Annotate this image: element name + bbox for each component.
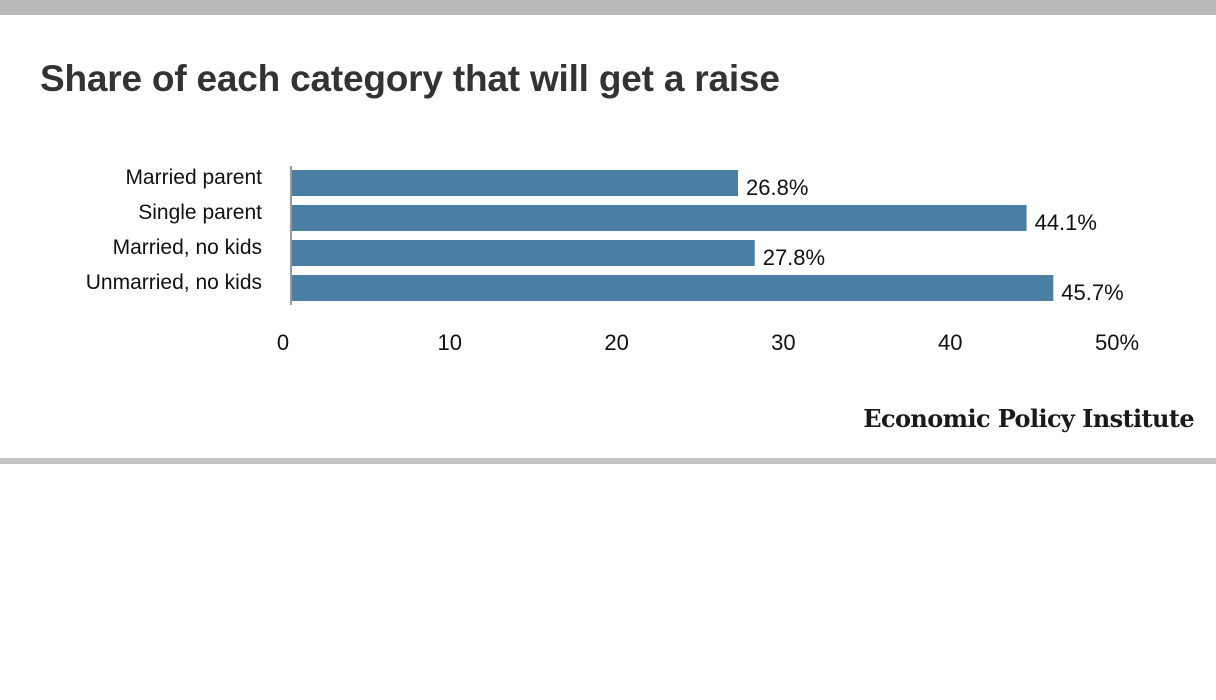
value-label-3: 45.7% bbox=[1061, 280, 1123, 305]
x-tick-label-3: 30 bbox=[771, 330, 795, 355]
category-labels: Married parent Single parent Married, no k… bbox=[86, 166, 262, 294]
bar-0 bbox=[291, 170, 739, 196]
value-labels: 26.8% 44.1% 27.8% 45.7% bbox=[746, 175, 1124, 305]
bars bbox=[291, 170, 1054, 301]
bar-chart: Married parent Single parent Married, no k… bbox=[86, 166, 1139, 355]
top-rule bbox=[0, 0, 1216, 15]
value-label-1: 44.1% bbox=[1035, 210, 1097, 235]
chart-title: Share of each category that will get a r… bbox=[40, 58, 780, 99]
x-tick-label-0: 0 bbox=[277, 330, 289, 355]
x-tick-label-2: 20 bbox=[604, 330, 628, 355]
x-tick-label-1: 10 bbox=[438, 330, 462, 355]
value-label-0: 26.8% bbox=[746, 175, 808, 200]
x-axis-ticks: 0 10 20 30 40 50% bbox=[277, 330, 1139, 355]
x-tick-label-4: 40 bbox=[938, 330, 962, 355]
bar-1 bbox=[291, 205, 1027, 231]
category-label-0: Married parent bbox=[125, 166, 262, 189]
bar-2 bbox=[291, 240, 755, 266]
x-tick-label-5: 50% bbox=[1095, 330, 1139, 355]
category-label-1: Single parent bbox=[138, 201, 262, 224]
category-label-2: Married, no kids bbox=[113, 236, 262, 259]
bottom-rule bbox=[0, 458, 1216, 464]
category-label-3: Unmarried, no kids bbox=[86, 271, 262, 294]
source-credit: Economic Policy Institute bbox=[863, 404, 1194, 433]
bar-3 bbox=[291, 275, 1054, 301]
value-label-2: 27.8% bbox=[763, 245, 825, 270]
